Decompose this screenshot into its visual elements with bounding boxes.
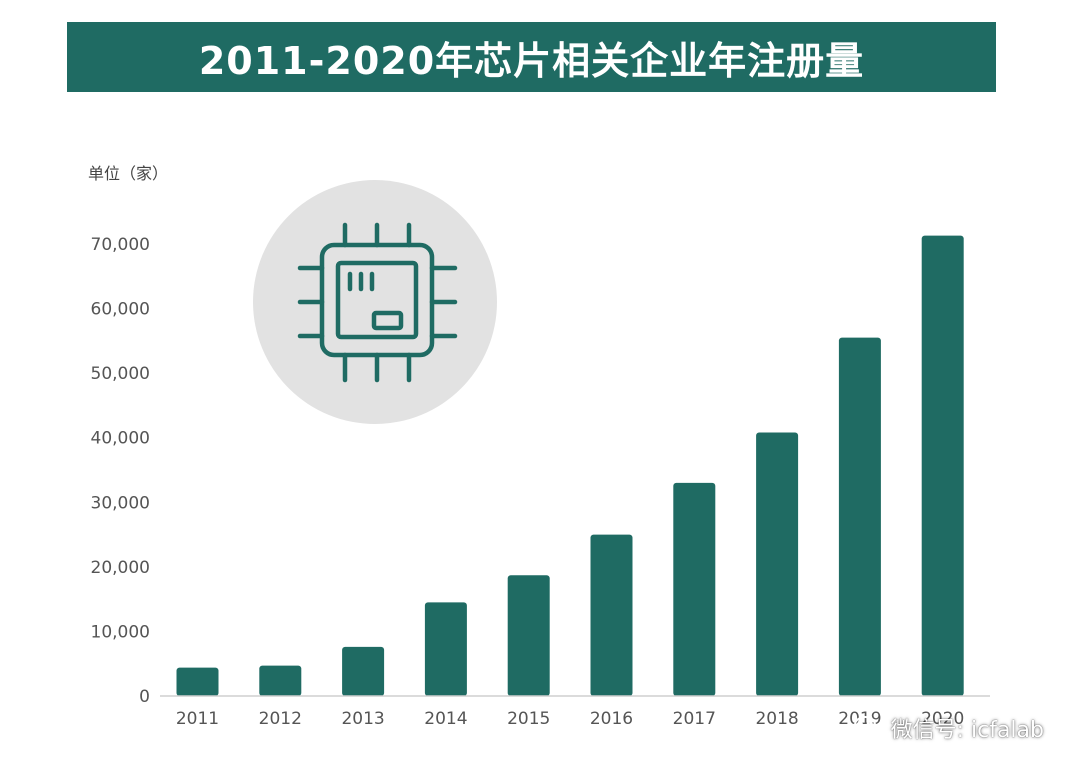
x-tick-label: 2013 — [341, 709, 384, 729]
bar — [507, 575, 550, 696]
y-axis-ticks: 0 10,000 20,000 30,000 40,000 50,000 60,000 70,… — [91, 235, 150, 707]
y-tick-label: 0 — [139, 687, 150, 707]
bars — [176, 235, 964, 696]
watermark-text: 微信号: icfalab — [890, 718, 1044, 743]
bar — [838, 337, 881, 696]
y-tick-label: 50,000 — [91, 364, 150, 384]
title-banner: 2011-2020年芯片相关企业年注册量 — [67, 22, 996, 92]
y-tick-label: 60,000 — [91, 300, 150, 320]
x-tick-label: 2018 — [755, 709, 798, 729]
illustration-circle — [253, 180, 497, 424]
x-tick-label: 2017 — [673, 709, 716, 729]
chip-illustration — [253, 180, 497, 424]
x-tick-label: 2016 — [590, 709, 633, 729]
y-tick-label: 30,000 — [91, 493, 150, 513]
bar — [590, 534, 633, 696]
x-tick-label: 2012 — [259, 709, 302, 729]
y-tick-label: 70,000 — [91, 235, 150, 255]
bar — [342, 646, 385, 696]
x-tick-label: 2014 — [424, 709, 467, 729]
wechat-icon — [853, 716, 882, 739]
y-tick-label: 40,000 — [91, 429, 150, 449]
x-tick-label: 2020 — [921, 709, 964, 729]
y-axis-unit-label: 单位（家） — [88, 164, 169, 183]
x-tick-label: 2011 — [176, 709, 219, 729]
y-tick-label: 20,000 — [91, 558, 150, 578]
bar — [424, 602, 467, 696]
watermark: 微信号: icfalab — [853, 712, 1044, 744]
bar — [921, 235, 964, 696]
chip-icon — [297, 222, 458, 383]
bar — [259, 665, 302, 696]
x-tick-label: 2015 — [507, 709, 550, 729]
x-axis-ticks: 2011 2012 2013 2014 2015 2016 2017 2018 2019 2020 — [176, 709, 964, 729]
bar — [176, 667, 219, 696]
chart-title: 2011-2020年芯片相关企业年注册量 — [198, 38, 865, 83]
y-tick-label: 10,000 — [91, 622, 150, 642]
bar — [756, 432, 799, 696]
bar — [673, 482, 716, 696]
